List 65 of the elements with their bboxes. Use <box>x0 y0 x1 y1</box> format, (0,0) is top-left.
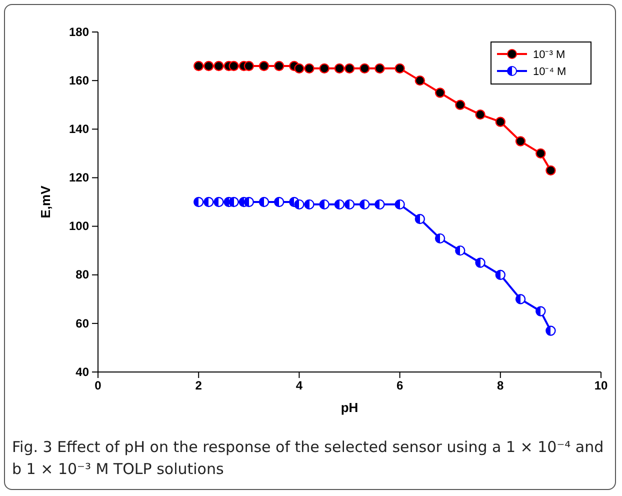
point <box>204 196 214 208</box>
point <box>359 199 370 210</box>
point <box>334 63 345 74</box>
point <box>394 199 405 210</box>
y-tick-label: 100 <box>68 219 90 234</box>
point <box>319 199 330 210</box>
point <box>244 60 254 72</box>
point <box>204 60 214 72</box>
point <box>394 63 405 74</box>
point <box>546 326 556 336</box>
x-tick-label: 2 <box>195 378 202 393</box>
point <box>515 294 526 304</box>
y-tick-label: 180 <box>68 24 90 39</box>
point <box>546 165 556 176</box>
point <box>536 306 546 316</box>
point <box>434 88 446 98</box>
point <box>258 196 270 208</box>
point <box>304 199 314 210</box>
point <box>274 196 284 208</box>
point <box>455 100 466 110</box>
y-tick-label: 40 <box>76 364 90 379</box>
point <box>434 233 446 244</box>
x-tick-label: 10 <box>594 378 608 393</box>
point <box>344 63 355 74</box>
point <box>194 196 204 208</box>
x-axis-title: pH <box>340 400 358 415</box>
x-tick-label: 6 <box>396 378 404 393</box>
point <box>258 60 270 72</box>
point <box>294 199 304 210</box>
point <box>228 60 239 72</box>
x-tick-label: 4 <box>296 378 303 393</box>
point <box>244 196 254 208</box>
point <box>414 75 426 86</box>
point <box>334 199 345 210</box>
point <box>374 63 385 74</box>
y-tick-label: 120 <box>68 170 90 185</box>
legend-label: 10⁻³ M <box>533 49 566 61</box>
caption: Fig. 3 Effect of pH on the response of the selected sensor using a 1 × 10⁻⁴ and b 1 × 10⁻³ M TOLP solutions <box>12 437 605 480</box>
y-tick-label: 160 <box>68 73 90 88</box>
point <box>294 63 304 74</box>
x-tick-label: 0 <box>94 378 102 393</box>
y-tick-label: 140 <box>68 122 90 136</box>
y-axis-title: E,mV <box>38 185 53 218</box>
y-tick-label: 60 <box>76 316 90 330</box>
y-tick-label: 80 <box>76 268 90 282</box>
point <box>214 60 224 72</box>
legend-label: 10⁻⁴ M <box>533 66 566 78</box>
point <box>228 196 239 208</box>
x-tick-label: 8 <box>497 378 504 393</box>
point <box>274 60 284 72</box>
point <box>536 148 546 159</box>
point <box>495 116 506 127</box>
point <box>495 270 506 280</box>
point <box>374 199 385 210</box>
point <box>475 109 486 120</box>
point <box>455 245 466 256</box>
point <box>319 63 330 74</box>
point <box>359 63 370 74</box>
point <box>475 258 486 268</box>
point <box>344 199 355 210</box>
point <box>214 196 224 208</box>
point <box>414 214 426 224</box>
point <box>304 63 314 74</box>
point <box>515 136 526 146</box>
point <box>194 60 204 72</box>
